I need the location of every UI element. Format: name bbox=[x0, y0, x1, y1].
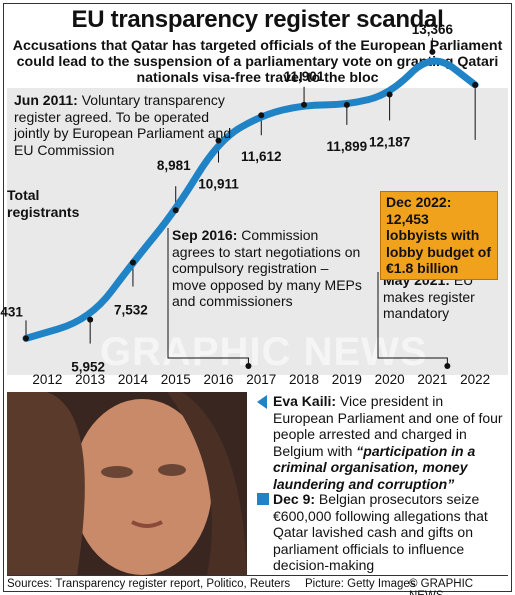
annotation-bracket bbox=[377, 272, 448, 366]
x-tick-label: 2019 bbox=[331, 372, 362, 387]
page-title: EU transparency register scandal bbox=[71, 6, 444, 33]
x-tick-label: 2012 bbox=[32, 372, 63, 387]
data-label: 11,612 bbox=[241, 149, 282, 164]
data-point bbox=[172, 207, 179, 214]
footer: Sources: Transparency register report, P… bbox=[7, 575, 508, 595]
data-label: 11,901 bbox=[284, 69, 325, 84]
bio-kaili-name: Eva Kaili: bbox=[273, 393, 337, 409]
footer-picture-credit: Picture: Getty Images bbox=[305, 578, 416, 590]
data-label: 5,952 bbox=[71, 360, 105, 375]
bio-dec9-text: Belgian prosecutors seize €600,000 follo… bbox=[273, 491, 488, 573]
bio-kaili-text: Vice president in European Parliament an… bbox=[273, 393, 503, 459]
data-label: 13,366 bbox=[412, 22, 454, 37]
data-label: 11,899 bbox=[327, 139, 368, 154]
data-point bbox=[429, 48, 436, 55]
x-tick-label: 2022 bbox=[460, 372, 491, 387]
annotation-dot bbox=[245, 363, 252, 369]
x-tick-label: 2015 bbox=[160, 372, 191, 387]
bio-eva-kaili: Eva Kaili: Vice president in European Pa… bbox=[257, 393, 507, 492]
square-marker-icon bbox=[257, 493, 269, 505]
data-point bbox=[472, 81, 479, 88]
bio-kaili-quote: “participation in a criminal organisatio… bbox=[273, 442, 476, 492]
annotation-dec-2022: Dec 2022: 12,453 lobbyists with lobby bu… bbox=[380, 191, 498, 280]
total-registrants-label: Total registrants bbox=[7, 187, 80, 220]
x-tick-label: 2016 bbox=[203, 372, 234, 387]
annotation-bracket bbox=[167, 228, 249, 366]
x-tick-label: 2013 bbox=[75, 372, 106, 387]
x-tick-label: 2020 bbox=[374, 372, 405, 387]
annotation-jun-2011-date: Jun 2011: bbox=[14, 92, 78, 108]
page-subtitle: Accusations that Qatar has targeted offi… bbox=[12, 38, 503, 86]
x-axis-ticks: 2012 2013 2014 2015 2016 2017 2018 2019 2020 2021… bbox=[0, 372, 515, 392]
footer-sources: Sources: Transparency register report, P… bbox=[7, 578, 291, 590]
data-label: 7,532 bbox=[114, 303, 148, 318]
data-label: 8,981 bbox=[157, 158, 191, 173]
data-point bbox=[23, 335, 29, 342]
annotation-dot bbox=[444, 363, 451, 369]
eva-kaili-photo bbox=[7, 392, 247, 575]
bio-dec-9: Dec 9: Belgian prosecutors seize €600,00… bbox=[257, 491, 507, 574]
annotation-sep-2016-text: Commission agrees to start negotiations … bbox=[172, 227, 362, 309]
registrants-line bbox=[22, 57, 479, 342]
footer-copyright: © GRAPHIC NEWS bbox=[409, 578, 474, 595]
data-label: 12,187 bbox=[369, 134, 410, 149]
annotation-jun-2011: Jun 2011: Voluntary transparency registe… bbox=[14, 92, 242, 158]
x-tick-label: 2017 bbox=[246, 372, 277, 387]
data-point bbox=[301, 101, 308, 108]
data-point bbox=[129, 259, 136, 266]
x-tick-label: 2014 bbox=[117, 372, 148, 387]
portrait-illustration bbox=[7, 392, 247, 575]
data-point bbox=[258, 112, 265, 119]
graphic-frame bbox=[3, 3, 512, 592]
data-point bbox=[386, 91, 393, 98]
bio-dec9-date: Dec 9: bbox=[273, 491, 316, 507]
annotation-sep-2016-date: Sep 2016: bbox=[172, 227, 238, 243]
data-label: 5,431 bbox=[0, 304, 23, 319]
data-point bbox=[87, 316, 94, 323]
data-label: 10,911 bbox=[198, 177, 239, 192]
x-tick-label: 2018 bbox=[289, 372, 320, 387]
data-point bbox=[343, 101, 350, 108]
watermark: GRAPHIC NEWS bbox=[100, 330, 428, 374]
x-tick-label: 2021 bbox=[417, 372, 448, 387]
data-point bbox=[215, 137, 222, 144]
triangle-marker-icon bbox=[257, 395, 267, 409]
annotation-sep-2016: Sep 2016: Commission agrees to start neg… bbox=[172, 227, 362, 310]
annotation-jun-2011-text: Voluntary transparency register agreed. … bbox=[14, 92, 232, 158]
